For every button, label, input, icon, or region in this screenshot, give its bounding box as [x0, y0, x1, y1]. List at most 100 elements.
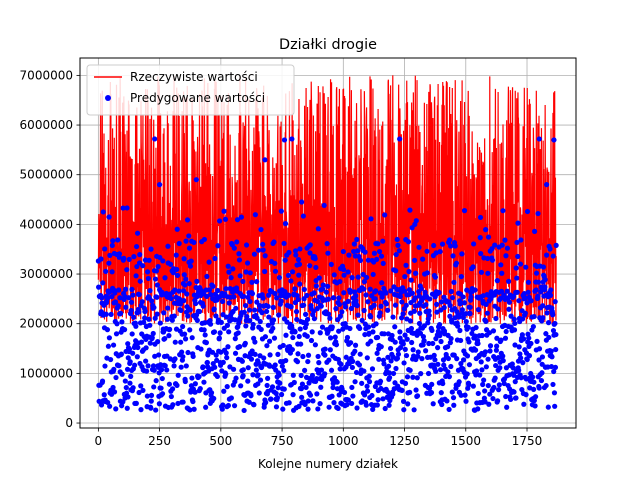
- predicted-point: [187, 327, 193, 333]
- predicted-point: [390, 391, 396, 397]
- predicted-point: [248, 393, 254, 399]
- predicted-point: [351, 241, 357, 247]
- predicted-point: [303, 384, 309, 391]
- predicted-point: [114, 321, 120, 327]
- predicted-point: [219, 298, 226, 305]
- predicted-point: [455, 323, 461, 329]
- predicted-point: [500, 208, 506, 214]
- predicted-point: [190, 398, 196, 405]
- predicted-point: [434, 309, 440, 315]
- predicted-point: [534, 338, 540, 344]
- predicted-point: [278, 208, 284, 214]
- predicted-point: [364, 383, 370, 389]
- predicted-point: [549, 354, 555, 360]
- predicted-point: [172, 339, 178, 345]
- predicted-point: [157, 254, 163, 261]
- predicted-point: [188, 258, 194, 264]
- predicted-point: [201, 327, 207, 333]
- predicted-point: [102, 246, 108, 252]
- predicted-point: [281, 386, 287, 392]
- predicted-point: [341, 290, 347, 296]
- predicted-point: [440, 380, 446, 387]
- predicted-point: [314, 306, 320, 312]
- predicted-point: [187, 407, 193, 413]
- predicted-point: [152, 276, 159, 282]
- predicted-point: [151, 384, 157, 390]
- predicted-point: [148, 398, 154, 404]
- predicted-point: [124, 267, 130, 273]
- predicted-point: [460, 314, 466, 320]
- predicted-point: [426, 312, 432, 318]
- predicted-point: [462, 392, 468, 398]
- predicted-point: [354, 236, 360, 243]
- predicted-point: [338, 361, 344, 367]
- predicted-point: [133, 243, 140, 250]
- predicted-point: [234, 217, 241, 223]
- predicted-point: [410, 347, 416, 353]
- predicted-point: [286, 400, 292, 406]
- predicted-point: [336, 295, 342, 301]
- predicted-point: [460, 294, 466, 300]
- predicted-point: [367, 314, 374, 320]
- predicted-point: [485, 382, 491, 389]
- predicted-point: [315, 406, 321, 412]
- predicted-point: [354, 405, 360, 411]
- predicted-point: [396, 248, 402, 254]
- predicted-point: [181, 288, 187, 294]
- predicted-point: [535, 279, 542, 285]
- predicted-point: [189, 375, 195, 381]
- predicted-point: [270, 304, 276, 310]
- predicted-point: [152, 353, 158, 359]
- predicted-point: [223, 314, 230, 320]
- series-points-predicted: [95, 136, 559, 414]
- predicted-point: [489, 257, 496, 263]
- predicted-point: [390, 314, 396, 320]
- predicted-point: [253, 367, 259, 373]
- predicted-point: [129, 331, 135, 337]
- predicted-point: [136, 291, 142, 298]
- predicted-point: [119, 371, 125, 377]
- predicted-point: [106, 214, 112, 220]
- y-tick-label: 2000000: [20, 317, 73, 331]
- predicted-point: [450, 253, 456, 259]
- predicted-point: [536, 385, 542, 391]
- predicted-point: [438, 338, 444, 345]
- predicted-point: [385, 354, 391, 360]
- predicted-point: [497, 295, 504, 301]
- predicted-point: [390, 370, 397, 377]
- predicted-point: [478, 359, 484, 365]
- predicted-point: [208, 390, 215, 396]
- predicted-point: [270, 325, 276, 331]
- predicted-point: [135, 344, 141, 351]
- predicted-point: [368, 338, 374, 344]
- predicted-point: [366, 379, 373, 385]
- predicted-point: [220, 402, 226, 408]
- predicted-point: [125, 341, 131, 347]
- predicted-point: [273, 390, 279, 397]
- predicted-point: [304, 333, 310, 339]
- predicted-point: [298, 386, 305, 392]
- predicted-point: [424, 248, 430, 254]
- predicted-point: [128, 373, 134, 379]
- predicted-point: [308, 337, 315, 344]
- predicted-point: [294, 292, 300, 299]
- predicted-point: [452, 243, 458, 249]
- predicted-point: [456, 379, 462, 385]
- predicted-point: [115, 237, 121, 243]
- predicted-point: [406, 268, 412, 275]
- predicted-point: [357, 325, 363, 331]
- predicted-point: [402, 332, 408, 338]
- predicted-point: [279, 363, 285, 369]
- predicted-point: [346, 252, 352, 258]
- predicted-point: [272, 362, 278, 368]
- predicted-point: [374, 350, 380, 356]
- predicted-point: [441, 304, 447, 311]
- predicted-point: [430, 401, 436, 407]
- predicted-point: [110, 342, 117, 348]
- predicted-point: [495, 398, 501, 404]
- predicted-point: [414, 393, 421, 399]
- predicted-point: [133, 400, 139, 406]
- predicted-point: [441, 362, 447, 368]
- predicted-point: [539, 354, 546, 360]
